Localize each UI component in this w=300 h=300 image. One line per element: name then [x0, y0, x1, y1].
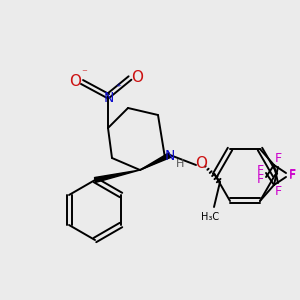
- Text: O: O: [195, 155, 207, 170]
- Text: F: F: [288, 169, 296, 182]
- Text: N: N: [165, 149, 175, 163]
- Polygon shape: [94, 170, 140, 182]
- Text: F: F: [274, 184, 282, 197]
- Text: F: F: [256, 164, 264, 178]
- Text: O: O: [131, 70, 143, 86]
- Text: F: F: [274, 152, 282, 166]
- Text: ⁻: ⁻: [81, 68, 87, 78]
- Text: ⁺: ⁺: [115, 83, 121, 93]
- Text: O: O: [69, 74, 81, 89]
- Text: F: F: [288, 169, 296, 182]
- Text: H₃C: H₃C: [201, 212, 219, 222]
- Polygon shape: [140, 153, 171, 170]
- Text: F: F: [256, 172, 264, 185]
- Text: H: H: [176, 159, 184, 169]
- Text: N: N: [104, 91, 114, 105]
